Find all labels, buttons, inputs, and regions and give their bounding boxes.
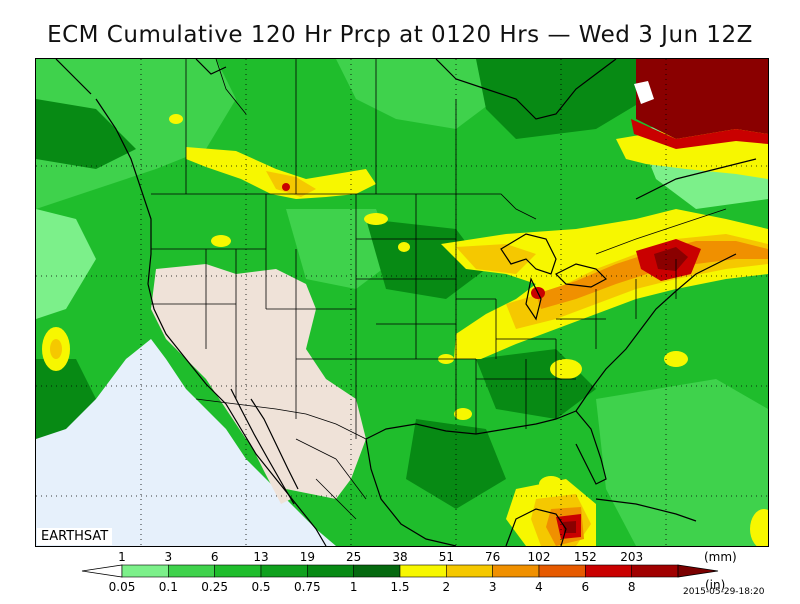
- coastlines: [55, 59, 757, 546]
- legend-mm-label: 19: [299, 550, 315, 564]
- mm-unit-label: (mm): [704, 550, 737, 564]
- precip-light-area: [336, 59, 506, 129]
- legend-swatch: [307, 564, 354, 578]
- legend-mm-label: 51: [438, 550, 454, 564]
- legend-mm-label: 3: [164, 550, 173, 564]
- precipitation-map: [35, 58, 769, 547]
- earthsat-credit: EARTHSAT: [37, 528, 113, 545]
- precip-band-northeast: [631, 119, 768, 149]
- legend-mm-label: 25: [346, 550, 362, 564]
- precip-light-area: [286, 209, 396, 289]
- precip-band-east: [456, 244, 536, 274]
- timestamp: 2015-05-29-18:20: [683, 587, 765, 597]
- legend-mm-label: 102: [527, 550, 551, 564]
- precip-max: [282, 183, 290, 191]
- legend-swatch: [214, 564, 262, 578]
- legend-mm-label: 6: [210, 550, 219, 564]
- legend-mm-label: 1: [118, 550, 126, 564]
- legend-swatch: [631, 564, 679, 578]
- legend-in-label: 1.5: [390, 580, 410, 594]
- legend-in-label: 1: [349, 580, 358, 594]
- dry-land-area: [151, 264, 366, 499]
- legend-mm-label: 152: [573, 550, 597, 564]
- legend-swatch: [492, 564, 540, 578]
- precip-spot: [398, 242, 410, 252]
- legend-in-label: 0.1: [158, 580, 178, 594]
- legend-swatch: [585, 564, 632, 578]
- precip-band-north: [266, 171, 316, 197]
- legend-swatch: [353, 564, 401, 578]
- legend-mm-label: 203: [620, 550, 644, 564]
- legend-swatch: [399, 564, 447, 578]
- color-legend: 1 3 6 13 19 25 38 51 76 102 152 203 0.05 0.1 0.25 0.5 0…: [0, 546, 800, 600]
- legend-colorbar: [81, 564, 719, 578]
- in-unit-label: (in): [705, 578, 726, 592]
- legend-swatch: [446, 564, 493, 578]
- legend-swatch: [168, 564, 215, 578]
- legend-mm-label: 76: [485, 550, 501, 564]
- legend-in-label: 0.5: [251, 580, 271, 594]
- precip-spot: [750, 509, 768, 546]
- precip-band-north: [186, 147, 376, 199]
- legend-in-label: 0.75: [293, 580, 321, 594]
- legend-swatch: [677, 564, 719, 578]
- precip-spot: [539, 476, 563, 492]
- precip-light-area: [36, 209, 96, 319]
- precip-band-northeast: [636, 59, 768, 139]
- legend-in-label: 0.05: [108, 580, 136, 594]
- legend-swatch: [81, 564, 123, 578]
- map-title: ECM Cumulative 120 Hr Prcp at 0120 Hrs —…: [47, 22, 753, 48]
- precip-spot: [169, 114, 183, 124]
- precip-spot: [364, 213, 388, 225]
- legend-in-label: 3: [488, 580, 497, 594]
- legend-in-label: 6: [581, 580, 590, 594]
- legend-swatch: [121, 564, 169, 578]
- legend-mm-label: 38: [392, 550, 408, 564]
- legend-in-label: 0.25: [201, 580, 229, 594]
- precip-spot: [211, 235, 231, 247]
- precip-dark-area: [36, 99, 136, 169]
- graticule: [36, 59, 768, 546]
- precip-spot: [50, 339, 62, 359]
- legend-mm-label: 13: [253, 550, 269, 564]
- precip-spot: [664, 351, 688, 367]
- precip-spot: [550, 359, 582, 379]
- legend-swatch: [260, 564, 308, 578]
- legend-in-label: 2: [442, 580, 451, 594]
- legend-swatch: [538, 564, 586, 578]
- legend-in-label: 4: [535, 580, 543, 594]
- dry-ocean-area: [36, 339, 336, 546]
- legend-in-label: 8: [627, 580, 636, 594]
- precip-band-east: [536, 241, 768, 309]
- borders: [151, 59, 727, 520]
- white-area: [634, 81, 654, 104]
- precip-max: [654, 247, 688, 271]
- precipitation-map-canvas: [36, 59, 768, 546]
- precip-spot: [454, 408, 472, 420]
